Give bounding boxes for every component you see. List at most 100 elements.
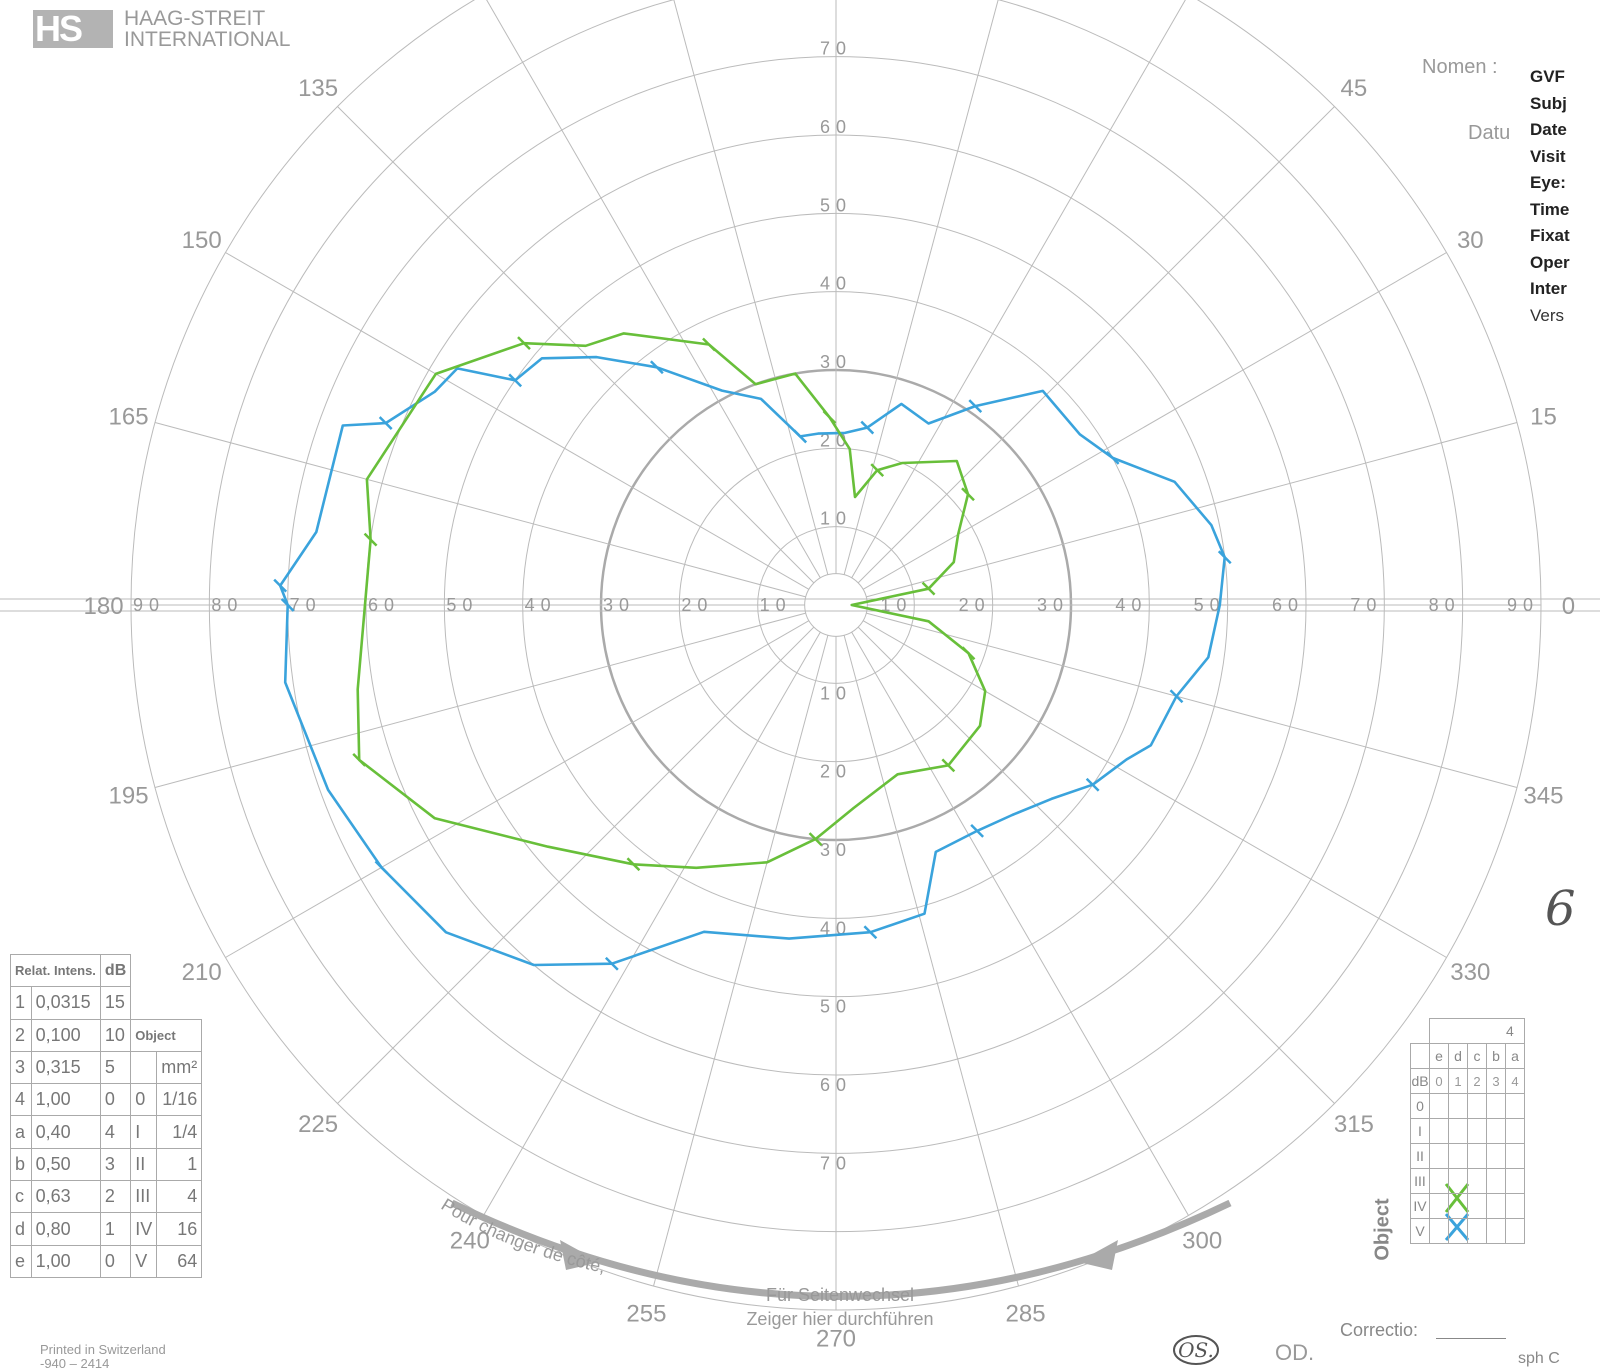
intens-value: 0,50 — [30, 1147, 101, 1182]
datum-label: Datu — [1468, 122, 1511, 144]
grid-letter-e: e — [1429, 1043, 1449, 1069]
radius-label-40-180: 40 — [525, 595, 557, 615]
field-fixation: Fixat — [1530, 226, 1570, 245]
intens-value: 1,00 — [30, 1083, 101, 1117]
radius-label-20-180: 20 — [681, 595, 713, 615]
object-mm: 1/4 — [156, 1115, 203, 1149]
object-roman: I — [130, 1115, 158, 1149]
radius-label-30-90: 30 — [820, 352, 852, 372]
intens-db: 3 — [99, 1147, 132, 1182]
isopter-1-tick-27 — [808, 832, 823, 846]
grid-blank — [1410, 1043, 1430, 1069]
grid-row: I — [1410, 1118, 1525, 1144]
radius-label-50-0: 50 — [1194, 595, 1226, 615]
angle-label-195: 195 — [109, 783, 149, 810]
isopter-1-tick-12 — [870, 463, 885, 478]
intens-db: 1 — [99, 1212, 132, 1246]
object-unit: mm² — [156, 1050, 203, 1085]
intensity-row: c 0,63 2 III 4 — [10, 1180, 203, 1214]
intensity-table: Relat. Intens. dB 1 0,0315 15 2 0,100 10 Objec… — [10, 953, 203, 1278]
angle-label-330: 330 — [1450, 959, 1490, 986]
meridian-120 — [486, 0, 821, 579]
grid-db-2: 2 — [1467, 1068, 1487, 1094]
radius-label-10-0: 10 — [880, 595, 912, 615]
intens-key: a — [10, 1115, 32, 1149]
angle-label-315: 315 — [1334, 1111, 1374, 1138]
isopter-0-tick-0 — [273, 578, 288, 593]
grid-row-label: IV — [1410, 1193, 1430, 1219]
angle-label-210: 210 — [182, 959, 222, 986]
grid-cell — [1467, 1143, 1487, 1169]
angle-label-255: 255 — [626, 1300, 666, 1327]
radius-label-60-0: 60 — [1272, 595, 1304, 615]
intensity-row: 3 0,315 5 mm² — [10, 1050, 203, 1085]
isopter-0-tick-45 — [280, 598, 295, 612]
isopter-1-tick-30 — [626, 857, 641, 872]
grid-rows: 0 I II III IV V — [1410, 1093, 1525, 1244]
meridian-210 — [225, 620, 810, 958]
isopter-1-tick-3 — [517, 336, 531, 351]
grid-labels: 0153045135150165180195210225240255270285… — [84, 39, 1576, 1353]
isopter-0-tick-27 — [1169, 689, 1184, 704]
isopter-0-tick-24 — [1217, 550, 1232, 565]
meridian-60 — [851, 0, 1186, 579]
intens-key: e — [10, 1244, 32, 1278]
radius-label-70-180: 70 — [290, 595, 322, 615]
radius-label-30-270: 30 — [820, 840, 852, 860]
grid-db-1: 1 — [1448, 1068, 1468, 1094]
grid-cell — [1505, 1168, 1525, 1194]
intens-value: 1,00 — [30, 1244, 101, 1278]
isopter-1-tick-15 — [961, 487, 975, 502]
meridian-285 — [843, 635, 1019, 1287]
object-roman — [130, 1050, 158, 1085]
radius-label-40-90: 40 — [820, 274, 852, 294]
object-mm: 64 — [156, 1244, 203, 1278]
logo-mark: HS — [35, 8, 83, 49]
handwritten-mark: 6 — [1545, 881, 1576, 937]
intens-value: 0,40 — [30, 1115, 101, 1149]
object-roman — [131, 987, 157, 1019]
meridian-75 — [843, 0, 999, 575]
form-code: -940 – 2414 — [40, 1356, 110, 1371]
grid-cell — [1505, 1193, 1525, 1219]
intensity-row: 1 0,0315 15 — [10, 986, 202, 1020]
grid-row-label: II — [1410, 1143, 1430, 1169]
intens-key: 2 — [10, 1018, 32, 1052]
grid-cell — [1467, 1118, 1487, 1144]
angle-label-270: 270 — [816, 1325, 856, 1352]
grid-cell — [1486, 1093, 1506, 1119]
isopter-0-tick-3 — [378, 416, 393, 430]
intensity-row: 4 1,00 0 0 1/16 — [10, 1083, 203, 1117]
radius-label-10-180: 10 — [760, 595, 792, 615]
isopter-0-tick-18 — [968, 399, 983, 413]
meridian-150 — [225, 252, 810, 590]
grid-cell — [1448, 1143, 1468, 1169]
intens-value: 0,315 — [30, 1050, 101, 1085]
grid-letter-c: c — [1467, 1043, 1487, 1069]
haag-streit-logo: HS — [33, 8, 113, 49]
object-mm: 16 — [156, 1212, 203, 1246]
grid-row-label: V — [1410, 1218, 1430, 1244]
radius-label-60-270: 60 — [820, 1075, 852, 1095]
radius-label-10-270: 10 — [820, 683, 852, 703]
correctio-label: Correctio: — [1340, 1320, 1419, 1340]
isopter-0-tick-39 — [604, 956, 619, 971]
patient-fields: GVF Subj Date Visit Eye: Time Fixat Oper… — [1530, 64, 1570, 329]
grid-cell — [1505, 1118, 1525, 1144]
intens-key: b — [10, 1147, 32, 1182]
meridian-225 — [337, 626, 815, 1104]
intens-db: 5 — [99, 1050, 132, 1085]
object-grid: 4 e d c b a dB 0 1 2 3 4 0 I II III IV V — [1410, 1018, 1525, 1244]
object-side-label: Object — [1371, 1198, 1394, 1261]
intens-value: 0,80 — [30, 1212, 101, 1246]
meridian-30 — [862, 252, 1447, 590]
angle-label-150: 150 — [182, 227, 222, 254]
arc-text-center-2: Zeiger hier durchführen — [746, 1309, 933, 1329]
grid-db-label: dB — [1410, 1068, 1430, 1094]
nomen-label: Nomen : — [1422, 56, 1498, 78]
grid-cell — [1448, 1093, 1468, 1119]
intensity-row: a 0,40 4 I 1/4 — [10, 1115, 203, 1149]
isopter-0-tick-21 — [1105, 451, 1120, 465]
grid-row-label: 0 — [1410, 1093, 1430, 1119]
